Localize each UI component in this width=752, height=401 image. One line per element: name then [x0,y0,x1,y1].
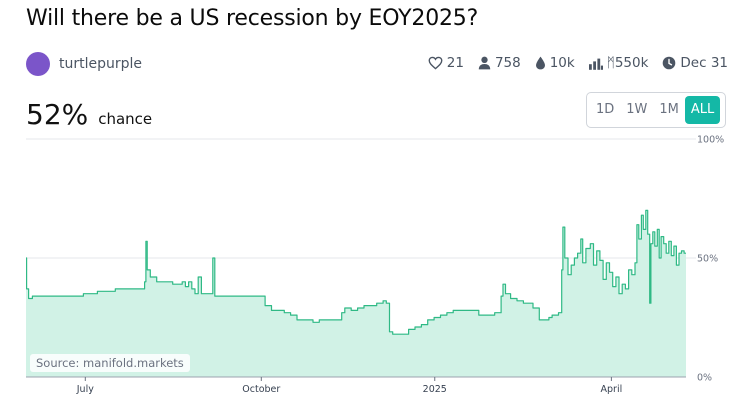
y-tick-label: 100% [697,135,724,146]
creator-name[interactable]: turtlepurple [59,56,143,72]
range-all-button[interactable]: ALL [684,96,721,124]
x-tick-label: July [76,384,94,395]
x-tick-label: October [242,384,280,395]
close-date: Dec 31 [680,55,728,71]
volume-value: ᛗ550k [606,55,649,71]
series-area [26,210,686,377]
y-tick-label: 50% [697,254,718,265]
y-tick-label: 0% [697,373,712,384]
droplet-icon [535,56,545,70]
market-stats: 21 758 10k ᛗ550k Dec 31 [414,55,728,71]
traders-count: 758 [494,55,521,71]
close-date-stat: Dec 31 [662,55,728,71]
probability-value: 52% [26,98,89,131]
series-line [26,209,686,335]
market-title: Will there be a US recession by EOY2025? [26,6,479,31]
x-tick-label: April [601,384,623,395]
volume-stat: ᛗ550k [588,55,649,71]
clock-icon [663,56,676,70]
user-icon [478,56,491,70]
likes-stat[interactable]: 21 [428,55,464,71]
range-1d-button[interactable]: 1D [596,102,615,117]
x-tick-label: 2025 [423,384,447,395]
heart-icon [428,56,443,70]
probability-label: chance [98,110,153,128]
bar-chart-icon [588,58,603,70]
avatar[interactable] [26,52,50,76]
likes-count: 21 [446,55,464,71]
probability: 52% chance [26,98,152,131]
range-1w-button[interactable]: 1W [626,102,648,117]
source-label: Source: manifold.markets [30,354,190,372]
time-range-selector: 1D 1W 1M ALL [586,92,726,128]
creator[interactable]: turtlepurple [26,52,142,76]
liquidity-stat: 10k [535,55,575,71]
range-1m-button[interactable]: 1M [659,102,679,117]
traders-stat: 758 [478,55,521,71]
liquidity-value: 10k [549,55,575,71]
